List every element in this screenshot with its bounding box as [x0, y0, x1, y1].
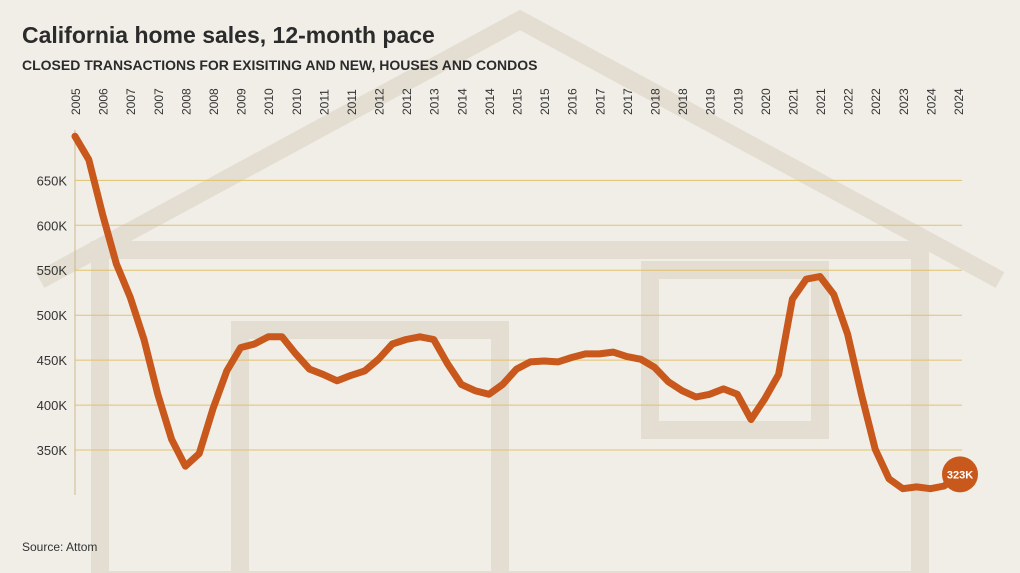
x-tick-label: 2018: [676, 88, 690, 115]
data-label: 323K: [947, 469, 973, 481]
x-tick-label: 2017: [593, 88, 607, 115]
end-marker: [942, 456, 978, 493]
x-tick-label: 2024: [924, 88, 938, 115]
line: [71, 132, 962, 493]
x-tick-label: 2009: [235, 88, 249, 115]
x-tick-label: 2014: [455, 88, 469, 115]
x-tick-label: 2016: [566, 88, 580, 115]
y-tick-label: 350K: [37, 443, 68, 458]
x-tick-label: 2022: [842, 88, 856, 115]
x-tick-label: 2019: [704, 88, 718, 115]
x-tick-label: 2012: [373, 88, 387, 115]
y-tick-label: 400K: [37, 398, 68, 413]
x-tick-label: 2010: [290, 88, 304, 115]
y-tick-label: 500K: [37, 308, 68, 323]
x-tick-label: 2018: [648, 88, 662, 115]
x-tick-label: 2008: [207, 88, 221, 115]
x-tick-label: 2015: [538, 88, 552, 115]
x-tick-label: 2021: [814, 88, 828, 115]
y-tick-label: 600K: [37, 218, 68, 233]
x-tick-label: 2021: [786, 88, 800, 115]
x-tick-label: 2010: [262, 88, 276, 115]
x-tick-label: 2008: [179, 88, 193, 115]
chart-title: California home sales, 12-month pace: [22, 22, 435, 48]
source: Source: Attom: [22, 540, 97, 554]
y-tick-label: 650K: [37, 173, 68, 188]
x-tick-label: 2012: [400, 88, 414, 115]
chart-subtitle: CLOSED TRANSACTIONS FOR EXISITING AND NE…: [22, 57, 537, 73]
y-tick-label: 450K: [37, 353, 68, 368]
x-tick-label: 2007: [124, 88, 138, 115]
x-tick-label: 2015: [511, 88, 525, 115]
y-tick-label: 550K: [37, 263, 68, 278]
x-tick-label: 2020: [759, 88, 773, 115]
x-tick-label: 2022: [869, 88, 883, 115]
x-tick-label: 2011: [345, 89, 359, 115]
x-tick-label: 2006: [97, 88, 111, 115]
x-tick-label: 2011: [317, 89, 331, 115]
x-tick-label: 2013: [428, 88, 442, 115]
x-tick-label: 2005: [69, 88, 83, 115]
house-illustration: [35, 9, 1005, 573]
x-tick-label: 2023: [897, 88, 911, 115]
x-tick-label: 2017: [621, 88, 635, 115]
x-tick-label: 2024: [952, 88, 966, 115]
x-tick-label: 2019: [731, 88, 745, 115]
x-tick-label: 2014: [483, 88, 497, 115]
x-tick-label: 2007: [152, 88, 166, 115]
